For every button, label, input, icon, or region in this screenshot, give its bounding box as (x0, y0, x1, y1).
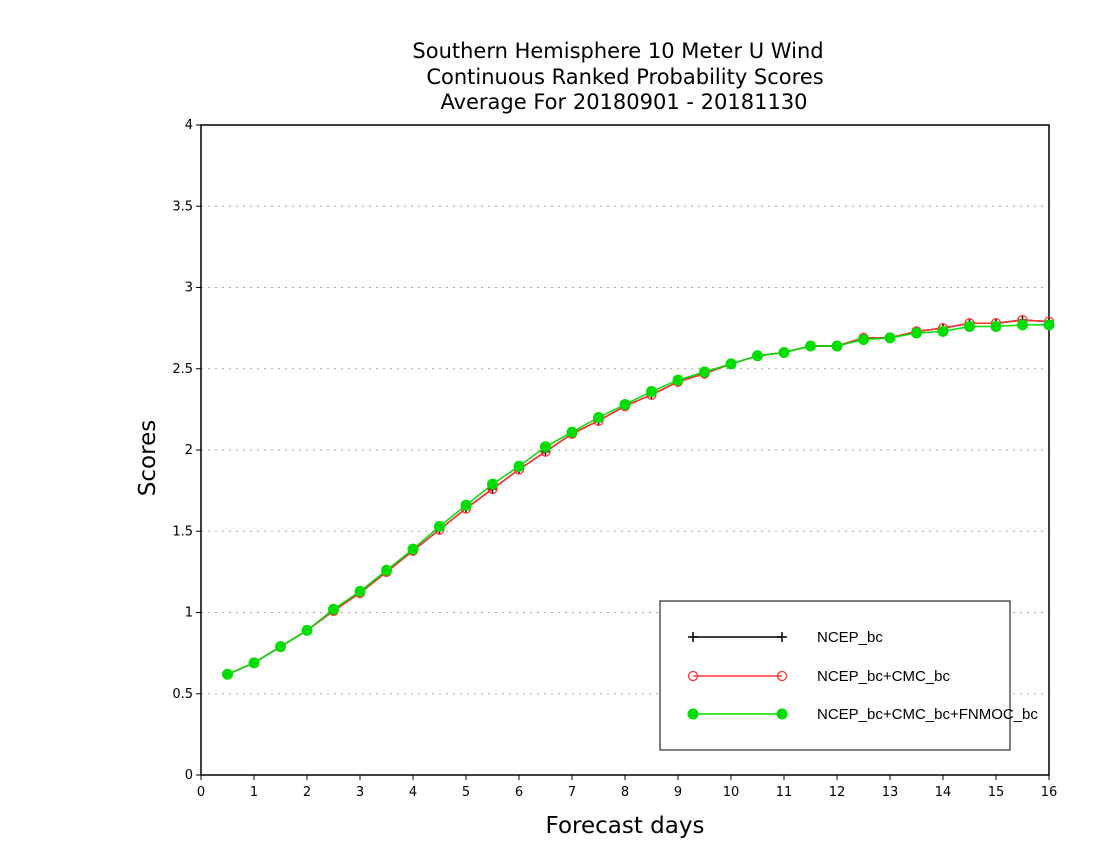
data-point (858, 334, 869, 345)
y-axis: 0 0.5 1 1.5 2 2.5 3 3.5 4 (172, 118, 201, 783)
legend-entry: NCEP_bc (688, 629, 883, 646)
data-point (964, 321, 975, 332)
data-point (672, 374, 684, 386)
title-line-1: Southern Hemisphere 10 Meter U Wind (412, 39, 823, 63)
x-tick-label: 7 (568, 785, 576, 800)
legend-marker (687, 708, 699, 720)
x-axis-label: Forecast days (546, 813, 705, 839)
chart-title: Southern Hemisphere 10 Meter U Wind Cont… (412, 39, 823, 114)
data-point (566, 426, 578, 438)
legend-marker (776, 708, 788, 720)
data-point (778, 347, 790, 358)
data-point (831, 340, 843, 352)
legend-marker (687, 670, 699, 682)
title-line-2: Continuous Ranked Probability Scores (426, 65, 823, 89)
data-point (407, 543, 419, 555)
data-point (699, 366, 710, 378)
legend-label: NCEP_bc+CMC_bc+FNMOC_bc (817, 706, 1038, 723)
data-point (805, 340, 816, 352)
legend-label: NCEP_bc (817, 629, 883, 646)
data-point (884, 332, 896, 344)
x-tick-label: 16 (1041, 785, 1058, 800)
x-tick-label: 13 (882, 785, 899, 800)
x-tick-label: 3 (356, 785, 364, 800)
data-point (1043, 319, 1055, 331)
series-3 (222, 319, 1055, 680)
x-tick-label: 4 (409, 785, 417, 800)
data-point (487, 478, 498, 490)
legend-marker (688, 632, 698, 642)
data-point (646, 386, 657, 397)
legend-entry: NCEP_bc+CMC_bc+FNMOC_bc (687, 706, 1038, 723)
y-tick-label: 0 (185, 768, 193, 783)
y-tick-label: 3 (185, 281, 193, 296)
x-tick-label: 0 (197, 785, 205, 800)
legend-marker (777, 632, 787, 642)
y-tick-label: 0.5 (172, 687, 193, 702)
data-point (328, 603, 339, 615)
data-point (990, 321, 1002, 332)
data-point (911, 327, 922, 339)
data-point (619, 399, 631, 410)
legend-entry: NCEP_bc+CMC_bc (687, 668, 950, 685)
x-tick-label: 2 (303, 785, 311, 800)
data-point (513, 460, 525, 472)
data-point (275, 641, 286, 653)
y-tick-label: 1.5 (172, 524, 193, 539)
x-tick-label: 14 (935, 785, 952, 800)
y-tick-label: 1 (185, 606, 193, 621)
gridlines (201, 205, 1049, 695)
x-tick-label: 9 (674, 785, 682, 800)
data-point (540, 441, 551, 453)
x-tick-label: 6 (515, 785, 523, 800)
data-point (222, 668, 233, 680)
y-tick-label: 4 (185, 118, 193, 133)
y-axis-label: Scores (135, 420, 161, 496)
x-tick-label: 8 (621, 785, 629, 800)
data-point (937, 325, 949, 337)
series-layer (222, 314, 1055, 680)
y-tick-label: 2.5 (172, 362, 193, 377)
legend-marker (776, 670, 788, 682)
legend-label: NCEP_bc+CMC_bc (817, 668, 950, 685)
plot-frame (200, 124, 1050, 776)
data-point (1017, 319, 1028, 331)
data-point (248, 657, 260, 669)
title-line-3: Average For 20180901 - 20181130 (440, 90, 807, 114)
x-tick-label: 1 (250, 785, 258, 800)
x-tick-label: 12 (829, 785, 846, 800)
data-point (752, 350, 763, 362)
x-tick-label: 15 (988, 785, 1005, 800)
x-tick-label: 10 (723, 785, 740, 800)
x-tick-label: 11 (776, 785, 793, 800)
data-point (593, 412, 604, 423)
data-point (725, 358, 737, 370)
data-point (354, 585, 366, 597)
data-point (434, 520, 445, 532)
data-point (460, 499, 472, 511)
data-point (301, 624, 313, 636)
x-axis: 0 1 2 3 4 5 6 7 8 9 10 11 12 13 14 15 16 (197, 775, 1057, 800)
y-tick-label: 2 (185, 443, 193, 458)
legend: NCEP_bc NCEP_bc+CMC_bc NCEP_bc+CMC_bc+FNMO… (659, 600, 1038, 751)
data-point (381, 564, 392, 576)
y-tick-label: 3.5 (172, 199, 193, 214)
x-tick-label: 5 (462, 785, 470, 800)
